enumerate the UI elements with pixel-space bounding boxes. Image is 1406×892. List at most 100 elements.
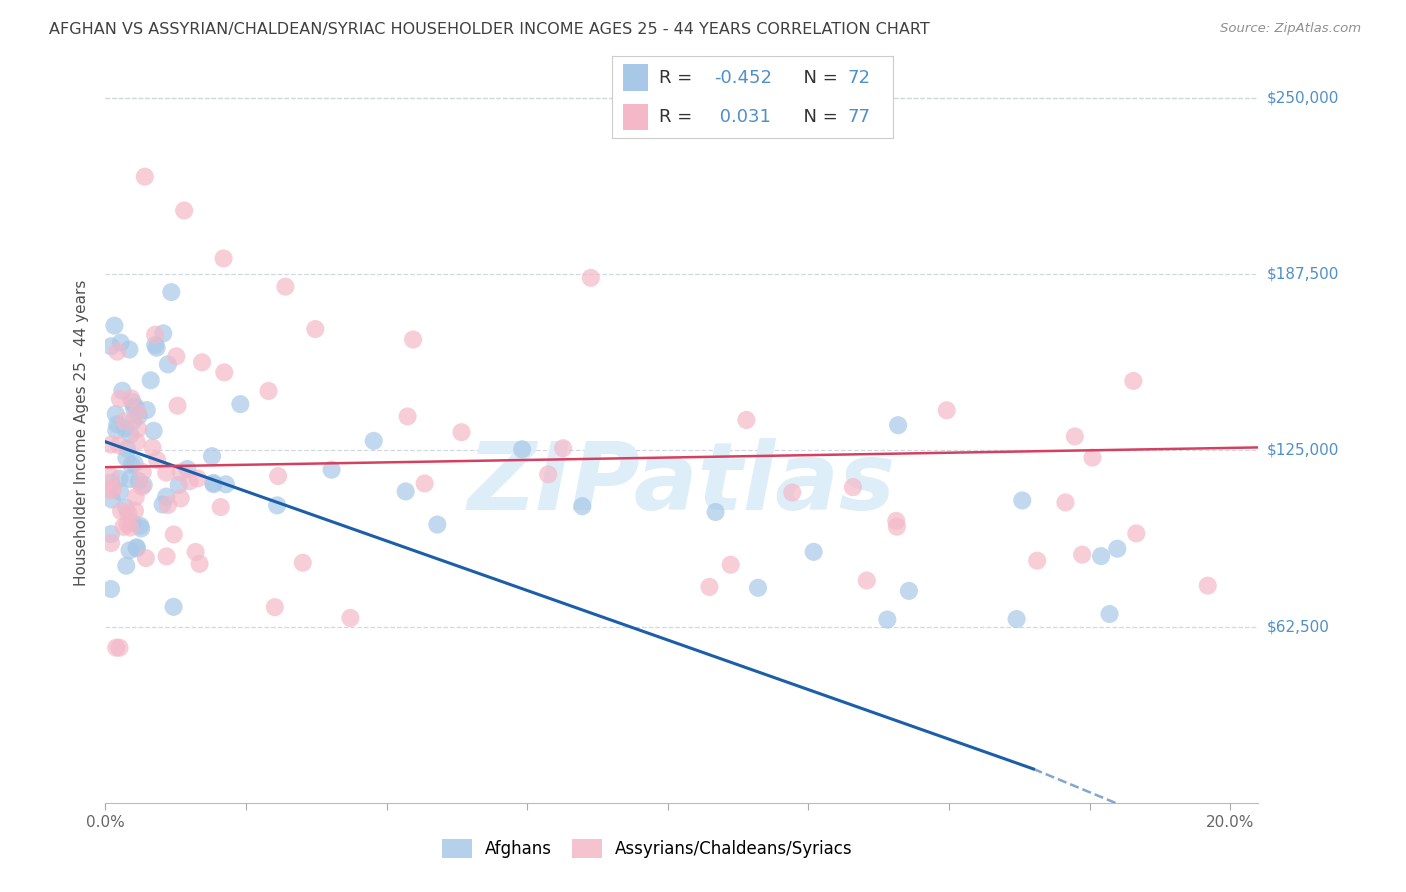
Text: $125,000: $125,000 [1267, 442, 1339, 458]
Point [156, 498, 179, 512]
Point [187, 471, 209, 485]
Point [165, 349, 187, 363]
Point [179, 475, 201, 489]
Point [1026, 554, 1049, 568]
Point [114, 414, 136, 428]
Text: N =: N = [792, 108, 844, 126]
Point [1090, 549, 1112, 563]
Point [735, 413, 758, 427]
Point [134, 169, 156, 184]
Point [101, 482, 124, 496]
Text: 72: 72 [848, 69, 870, 87]
Point [257, 384, 280, 398]
Text: R =: R = [659, 69, 699, 87]
Point [897, 583, 920, 598]
Point [111, 384, 134, 398]
Point [152, 326, 174, 341]
Point [114, 421, 136, 435]
Point [155, 549, 177, 564]
Point [115, 442, 138, 456]
Point [142, 424, 165, 438]
Point [100, 469, 122, 483]
Point [201, 449, 224, 463]
Point [132, 478, 155, 492]
Point [155, 490, 177, 504]
Point [100, 437, 122, 451]
Point [108, 484, 131, 499]
Point [202, 477, 225, 491]
Point [120, 427, 142, 442]
Point [266, 499, 288, 513]
Point [1107, 541, 1129, 556]
Point [170, 465, 193, 479]
Point [537, 467, 560, 482]
Point [855, 574, 877, 588]
Point [184, 545, 207, 559]
Point [426, 517, 449, 532]
Point [124, 504, 146, 518]
Point [160, 285, 183, 299]
Point [143, 338, 166, 352]
Point [363, 434, 385, 448]
Point [100, 475, 122, 490]
Point [112, 520, 135, 534]
Point [100, 339, 122, 353]
Text: -0.452: -0.452 [714, 69, 772, 87]
Point [1098, 607, 1121, 621]
Point [122, 414, 145, 428]
Point [747, 581, 769, 595]
Point [209, 500, 232, 514]
Point [117, 517, 139, 532]
Point [108, 438, 131, 452]
Point [510, 442, 533, 457]
Point [214, 365, 236, 379]
Point [100, 536, 122, 550]
Point [1071, 548, 1094, 562]
Point [212, 252, 235, 266]
Point [105, 640, 128, 655]
Point [120, 520, 142, 534]
Point [124, 490, 146, 504]
Point [105, 424, 128, 438]
Point [129, 518, 152, 533]
Point [167, 478, 190, 492]
Point [105, 344, 128, 359]
Point [115, 558, 138, 573]
Point [1063, 429, 1085, 443]
Text: N =: N = [792, 69, 844, 87]
Point [135, 551, 157, 566]
Point [103, 318, 125, 333]
Text: $187,500: $187,500 [1267, 267, 1339, 282]
Point [1081, 450, 1104, 465]
Point [145, 341, 167, 355]
Point [191, 355, 214, 369]
Point [100, 483, 122, 498]
Point [173, 203, 195, 218]
Point [803, 545, 825, 559]
Point [704, 505, 727, 519]
Point [202, 475, 225, 490]
Point [122, 401, 145, 415]
Point [128, 409, 150, 423]
Point [129, 521, 152, 535]
Point [1125, 526, 1147, 541]
Point [120, 392, 142, 406]
Point [274, 279, 297, 293]
Point [188, 557, 211, 571]
Text: 0.031: 0.031 [714, 108, 770, 126]
Point [115, 500, 138, 515]
Point [125, 540, 148, 554]
Point [156, 357, 179, 371]
Point [117, 507, 139, 521]
Point [1054, 495, 1077, 509]
Point [132, 465, 155, 479]
Point [396, 409, 419, 424]
Point [884, 514, 907, 528]
Point [450, 425, 472, 440]
Point [229, 397, 252, 411]
Point [135, 403, 157, 417]
Text: Source: ZipAtlas.com: Source: ZipAtlas.com [1220, 22, 1361, 36]
Point [876, 613, 898, 627]
Point [395, 484, 418, 499]
Point [263, 600, 285, 615]
